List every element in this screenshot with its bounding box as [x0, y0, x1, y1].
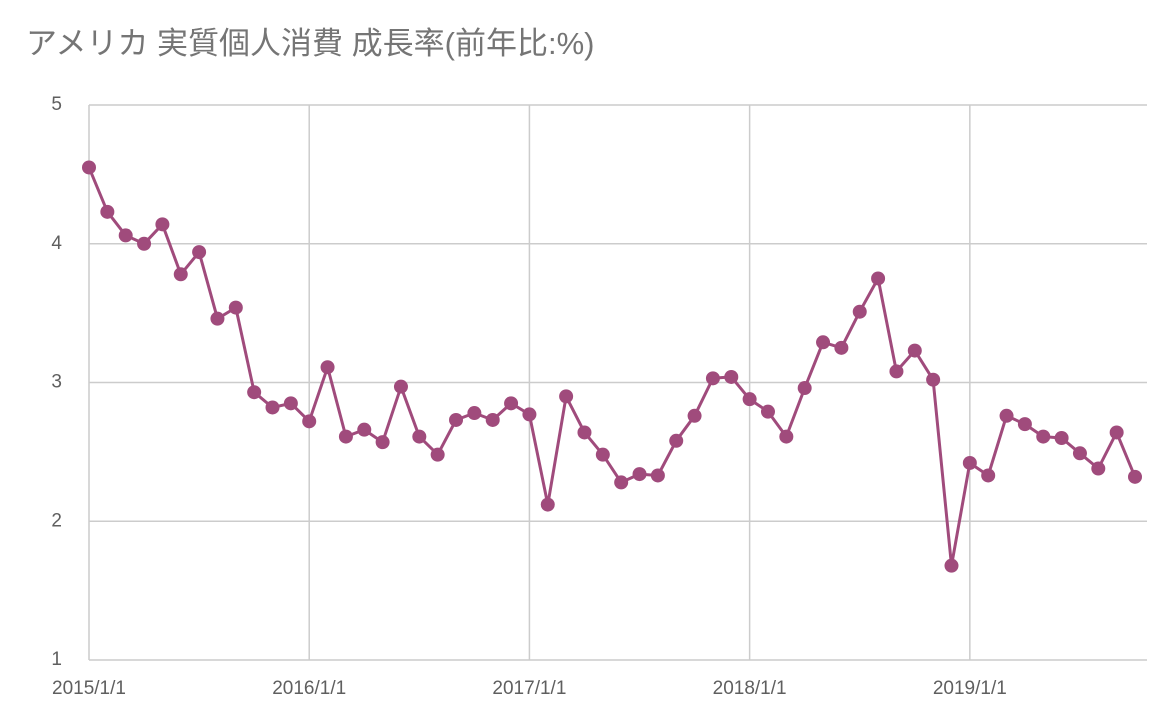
chart-title: アメリカ 実質個人消費 成長率(前年比:%)	[26, 26, 595, 61]
data-point	[357, 422, 372, 437]
data-point	[1054, 431, 1069, 445]
data-point	[742, 392, 757, 407]
data-point	[595, 447, 610, 462]
data-point	[522, 407, 537, 422]
y-tick-label: 5	[51, 94, 62, 115]
data-point	[687, 408, 702, 423]
data-point	[559, 389, 574, 404]
data-point	[871, 271, 886, 286]
y-tick-label: 2	[51, 510, 62, 531]
data-point	[944, 558, 959, 573]
data-point	[118, 228, 133, 243]
data-point	[669, 433, 684, 448]
data-point	[265, 400, 280, 415]
y-tick-label: 4	[51, 233, 62, 254]
data-point	[412, 429, 427, 444]
data-point	[760, 404, 775, 419]
x-tick-label: 2018/1/1	[713, 678, 787, 699]
data-point	[449, 412, 464, 427]
data-point	[247, 385, 262, 400]
x-tick-label: 2016/1/1	[272, 678, 346, 699]
data-point	[650, 468, 665, 483]
data-point	[504, 396, 519, 411]
data-point	[577, 425, 592, 440]
data-point	[779, 429, 794, 444]
data-point	[962, 455, 977, 470]
data-point	[430, 447, 445, 462]
data-point	[1072, 446, 1087, 461]
data-point	[173, 267, 188, 282]
data-point	[926, 372, 941, 387]
data-point	[981, 468, 996, 483]
data-point	[82, 160, 96, 175]
data-point	[1017, 417, 1032, 432]
data-point	[816, 335, 831, 350]
x-tick-label: 2015/1/1	[52, 678, 126, 699]
data-point	[1036, 429, 1051, 444]
data-point	[320, 360, 335, 375]
data-point	[889, 364, 904, 379]
data-point	[192, 245, 207, 260]
data-point	[155, 217, 170, 232]
data-point	[1109, 425, 1124, 440]
data-point	[999, 408, 1014, 423]
data-point	[797, 381, 812, 396]
data-point	[907, 343, 922, 358]
data-point	[283, 396, 298, 411]
data-point	[1128, 469, 1142, 484]
x-tick-label: 2019/1/1	[933, 678, 1007, 699]
data-line	[87, 166, 1137, 568]
data-point	[100, 204, 115, 219]
data-point	[302, 414, 317, 429]
data-point	[834, 340, 849, 355]
data-point	[210, 311, 225, 326]
data-point	[632, 467, 647, 482]
data-point	[724, 369, 739, 384]
data-point	[137, 236, 152, 251]
y-tick-label: 1	[51, 649, 62, 670]
data-point	[375, 435, 390, 450]
y-tick-label: 3	[51, 372, 62, 393]
data-point	[485, 412, 500, 427]
data-point	[467, 406, 482, 421]
data-point	[228, 300, 243, 315]
data-point	[393, 379, 408, 394]
data-point	[1091, 461, 1106, 476]
data-point	[705, 371, 720, 386]
x-tick-label: 2017/1/1	[492, 678, 566, 699]
data-point	[338, 429, 353, 444]
data-point	[614, 475, 629, 490]
data-point	[852, 304, 867, 319]
data-point	[540, 497, 555, 512]
